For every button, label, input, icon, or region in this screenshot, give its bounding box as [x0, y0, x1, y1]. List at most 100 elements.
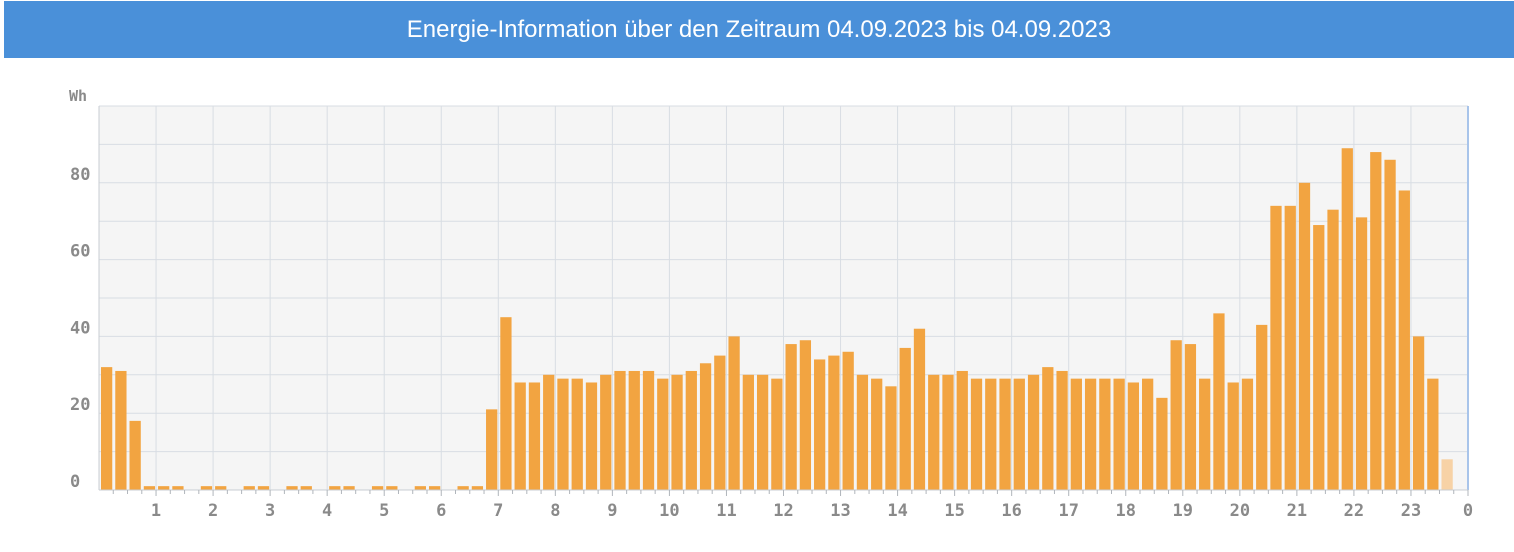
bar[interactable]	[614, 370, 626, 490]
x-tick-label: 12	[773, 501, 793, 521]
x-tick-label: 4	[322, 501, 332, 521]
bar[interactable]	[1084, 378, 1097, 490]
bar[interactable]	[1184, 344, 1197, 490]
bar[interactable]	[1270, 205, 1282, 490]
bar[interactable]	[215, 486, 227, 490]
bar[interactable]	[243, 486, 255, 490]
bar[interactable]	[1070, 378, 1082, 490]
x-tick-label: 10	[659, 501, 679, 521]
bar[interactable]	[1398, 190, 1410, 491]
bar[interactable]	[814, 359, 826, 490]
bar[interactable]	[1142, 378, 1154, 490]
axes	[98, 106, 1469, 496]
bar[interactable]	[600, 374, 612, 490]
bar[interactable]	[799, 340, 812, 490]
bar[interactable]	[956, 370, 968, 490]
bar[interactable]	[172, 486, 184, 490]
bar[interactable]	[571, 378, 583, 490]
bar[interactable]	[871, 378, 883, 490]
bar[interactable]	[970, 378, 983, 490]
bar[interactable]	[1327, 209, 1339, 490]
bar[interactable]	[685, 370, 697, 490]
bar[interactable]	[143, 486, 156, 490]
bar[interactable]	[286, 486, 298, 490]
bar[interactable]	[785, 344, 797, 490]
bar[interactable]	[528, 382, 541, 490]
bar[interactable]	[1113, 378, 1125, 490]
bar[interactable]	[1441, 459, 1453, 490]
bar[interactable]	[1199, 378, 1211, 490]
x-tick-label: 3	[265, 501, 275, 521]
x-tick-label: 1	[151, 501, 161, 521]
chart-title: Energie-Information über den Zeitraum 04…	[406, 15, 1112, 43]
bar[interactable]	[158, 486, 170, 490]
bar[interactable]	[756, 374, 769, 490]
bar[interactable]	[1412, 336, 1425, 490]
bar[interactable]	[728, 336, 740, 490]
bar[interactable]	[514, 382, 526, 490]
bar[interactable]	[671, 374, 683, 490]
bar[interactable]	[657, 378, 669, 490]
bar[interactable]	[1099, 378, 1111, 490]
bar[interactable]	[714, 355, 726, 490]
bar[interactable]	[371, 486, 384, 490]
bar[interactable]	[257, 486, 270, 490]
bar[interactable]	[343, 486, 355, 490]
bar[interactable]	[742, 374, 754, 490]
bar[interactable]	[1256, 324, 1268, 490]
bar[interactable]	[585, 382, 598, 490]
y-tick-label: 20	[70, 395, 90, 415]
bar[interactable]	[985, 378, 997, 490]
bar[interactable]	[999, 378, 1011, 490]
bar[interactable]	[942, 374, 954, 490]
bar[interactable]	[486, 409, 498, 490]
bar[interactable]	[428, 486, 441, 490]
bar[interactable]	[386, 486, 398, 490]
bar[interactable]	[101, 367, 113, 490]
bar[interactable]	[642, 370, 655, 490]
bar[interactable]	[842, 351, 854, 490]
bar[interactable]	[1127, 382, 1140, 490]
x-tick-label: 22	[1344, 501, 1364, 521]
bar[interactable]	[1241, 378, 1254, 490]
bar[interactable]	[414, 486, 426, 490]
bar[interactable]	[1284, 205, 1296, 490]
bar[interactable]	[500, 317, 512, 490]
bar[interactable]	[885, 386, 897, 490]
bar[interactable]	[1213, 313, 1225, 490]
bar[interactable]	[1341, 148, 1353, 491]
bar[interactable]	[1056, 370, 1068, 490]
bar[interactable]	[471, 486, 484, 490]
tick-labels: 1 2 3 4 5 6 7 8 9 10 11 12 13 14 15 16 17 18 19 20 21 22 23 002…	[70, 165, 1473, 521]
bar[interactable]	[457, 486, 469, 490]
bar[interactable]	[856, 374, 869, 490]
bar[interactable]	[1170, 340, 1182, 490]
bar[interactable]	[1298, 182, 1311, 491]
bar[interactable]	[928, 374, 940, 490]
bar[interactable]	[1042, 367, 1054, 490]
bar[interactable]	[628, 370, 640, 490]
bar[interactable]	[557, 378, 569, 490]
bar[interactable]	[828, 355, 840, 490]
bar[interactable]	[1156, 397, 1168, 490]
bar[interactable]	[699, 363, 712, 490]
bar[interactable]	[1355, 217, 1368, 491]
bar[interactable]	[200, 486, 213, 490]
bar[interactable]	[1427, 378, 1439, 490]
chart-title-bar: Energie-Information über den Zeitraum 04…	[4, 1, 1514, 58]
bar[interactable]	[771, 378, 783, 490]
bar[interactable]	[1027, 374, 1040, 490]
bar[interactable]	[129, 420, 141, 490]
bar[interactable]	[300, 486, 312, 490]
bar[interactable]	[1384, 159, 1396, 490]
bar[interactable]	[1013, 378, 1025, 490]
bar[interactable]	[1313, 225, 1325, 491]
bar[interactable]	[1227, 382, 1239, 490]
bar[interactable]	[329, 486, 341, 490]
y-axis-label: Wh	[69, 87, 87, 105]
bar[interactable]	[899, 347, 911, 490]
bar[interactable]	[1370, 152, 1382, 490]
bar[interactable]	[115, 370, 127, 490]
bar[interactable]	[913, 328, 926, 490]
bar[interactable]	[543, 374, 555, 490]
